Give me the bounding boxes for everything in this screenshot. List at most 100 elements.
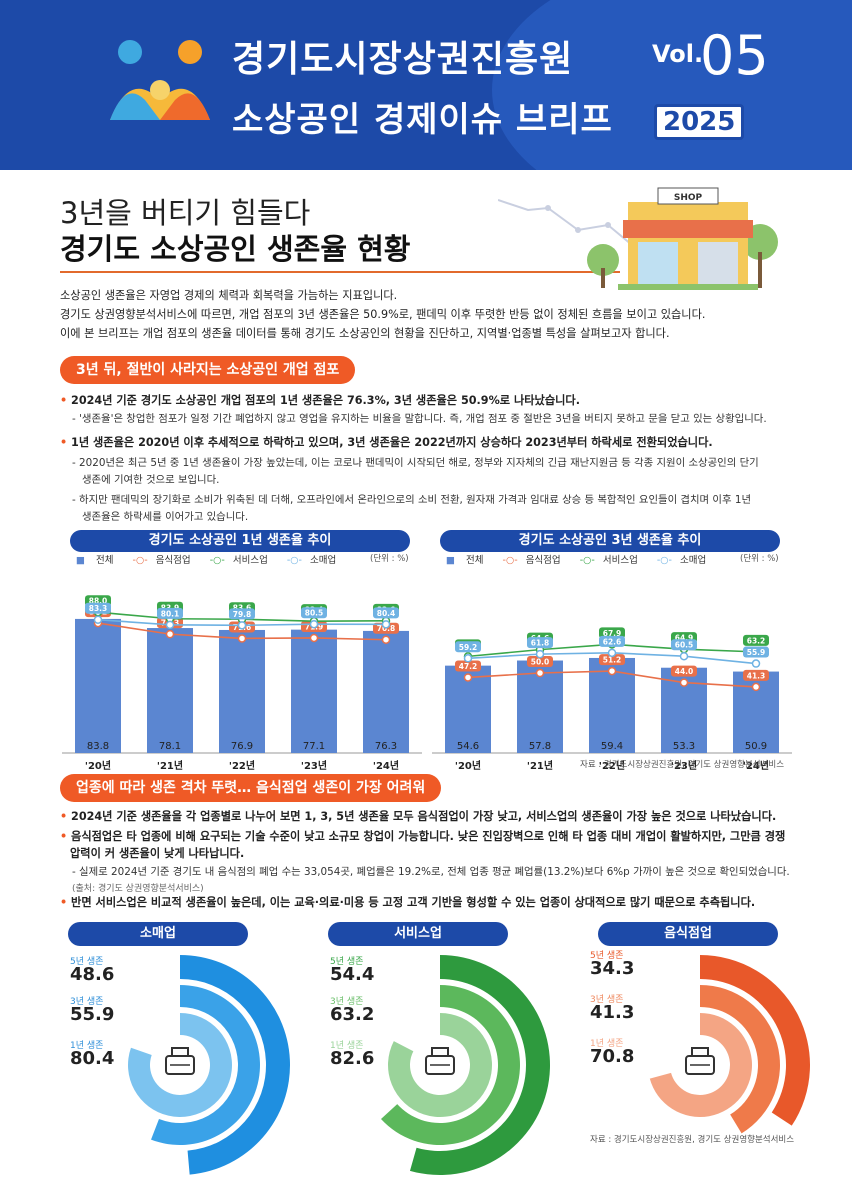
data-label: 63.2 [747,636,766,645]
data-label-bg [599,635,625,647]
chart2-svg: 54.6 '20년 57.8 '21년 59.4 '22년 53.3 '23년 50.9 '24년… [432,627,792,772]
chart1: 83.8 '20년 78.1 '21년 76.9 '22년 77.1 '23년 76.3 '24년… [62,565,422,795]
data-label: 79.8 [233,610,252,619]
data-label: 83.6 [233,604,252,613]
series-point [309,633,319,643]
data-label: 83.9 [161,603,180,612]
legend-total: ■ 전체 [446,555,484,566]
section2-p2b: 압력이 커 생존율이 낮게 나타납니다. [70,847,245,860]
x-tick-label: '22년 [599,759,625,772]
section1-p1: • 2024년 기준 경기도 소상공인 개업 점포의 1년 생존율은 76.3%… [60,394,580,407]
chart1-svg: 83.8 '20년 78.1 '21년 76.9 '22년 77.1 '23년 76.3 '24년… [62,595,422,772]
x-tick-label: '24년 [743,759,769,772]
section1-p2-sub2a: - 하지만 팬데믹의 장기화로 소비가 위축된 데 더해, 오프라인에서 온라인… [72,494,752,506]
chart2-title: 경기도 소상공인 3년 생존율 추이 [440,530,780,552]
org-name: 경기도시장상권진흥원 [232,39,574,80]
radial-bar [380,985,520,1145]
radial-bar [649,1013,752,1117]
bar [75,618,121,753]
retail-1y-value: 80.4 [70,1048,115,1069]
x-tick-label: '20년 [85,759,111,772]
legend-food: -○- 음식점업 [132,555,191,566]
service-5y-value: 54.4 [330,964,375,985]
series-point [463,673,473,682]
data-label: 44.0 [675,667,694,676]
data-label-bg [85,602,111,614]
series-point [607,648,617,658]
radial-bar [388,1013,492,1117]
intro-line: 소상공인 생존율은 자영업 경제의 체력과 회복력을 가늠하는 지표입니다. [60,289,398,302]
data-label-bg [599,627,625,639]
series-point [535,668,545,678]
legend-retail: -○- 소매업 [286,555,337,566]
series-point [751,659,761,668]
data-label: 80.4 [377,609,396,618]
legend-retail: -○- 소매업 [656,555,707,566]
bar-value-label: 76.9 [231,741,253,752]
series-point [165,620,175,630]
title-line1: 3년을 버티기 힘들다 [60,196,311,230]
radial-bar [700,955,810,1126]
x-tick-label: '20년 [455,759,481,772]
retail-3y-value: 55.9 [70,1004,115,1025]
section1-p2-sub2b: 생존율은 하락세를 이어가고 있습니다. [82,511,249,523]
radial-bar [700,985,780,1134]
service-5y-label: 5년 생존 [330,957,364,967]
cash-register-icon [165,1047,195,1075]
data-label: 67.9 [603,629,622,638]
shop-illustration-icon: SHOP [498,187,778,290]
series-point [165,629,175,639]
headset-icon [425,1047,455,1075]
x-tick-label: '23년 [301,759,327,772]
chart2: 54.6 '20년 57.8 '21년 59.4 '22년 53.3 '23년 50.9 '24년… [432,565,792,795]
x-tick-label: '21년 [157,759,183,772]
data-label: 80.1 [161,609,180,618]
food-chart [590,950,810,1180]
x-tick-label: '23년 [671,759,697,772]
data-label-bg [455,660,481,672]
data-label-bg [373,607,399,619]
data-label-bg [671,639,697,651]
service-1y-value: 82.6 [330,1048,375,1069]
series-point [679,651,689,661]
data-label-bg [527,637,553,649]
data-label: 55.9 [747,648,766,657]
data-label: 61.8 [531,639,550,648]
data-label-bg [743,669,769,681]
data-label: 88.0 [89,597,108,606]
x-tick-label: '22년 [229,759,255,772]
retail-radial-svg [128,955,291,1175]
section2-p2-source: (출처: 경기도 상권영향분석서비스) [72,884,204,894]
section2-p3: • 반면 서비스업은 비교적 생존율이 높은데, 이는 교육·의료·미용 등 고… [60,896,756,909]
bar-value-label: 59.4 [601,741,623,752]
data-label: 70.8 [377,624,396,633]
data-label: 41.3 [747,671,766,680]
title-divider [60,271,620,273]
food-5y-label: 5년 생존 [590,951,624,961]
radial-bar [151,985,260,1145]
series-point [463,654,473,663]
vol-label: Vol. [652,40,704,68]
chart2-unit: (단위 : %) [740,554,779,564]
data-label: 83.3 [89,604,108,613]
bar-value-label: 53.3 [673,741,695,752]
bar [147,628,193,753]
food-3y-value: 41.3 [590,1002,635,1023]
data-label: 60.5 [675,641,694,650]
data-label: 64.9 [675,634,694,643]
series-point [535,649,545,659]
data-label-bg [229,608,255,620]
data-label-bg [743,646,769,658]
food-radial-svg [649,955,810,1134]
series-point [381,635,391,644]
food-5y-value: 34.3 [590,958,635,979]
bar-value-label: 78.1 [159,741,181,752]
series-point [751,682,761,692]
legend-service: -○- 서비스업 [209,555,268,566]
section1-p2: • 1년 생존율은 2020년 이후 추세적으로 하락하고 있으며, 3년 생존… [60,436,713,449]
vol-number: 05 [700,24,769,87]
food-1y-value: 70.8 [590,1046,635,1067]
restaurant-icon [685,1047,715,1075]
retail-3y-label: 3년 생존 [70,997,104,1007]
series-point [607,666,617,676]
